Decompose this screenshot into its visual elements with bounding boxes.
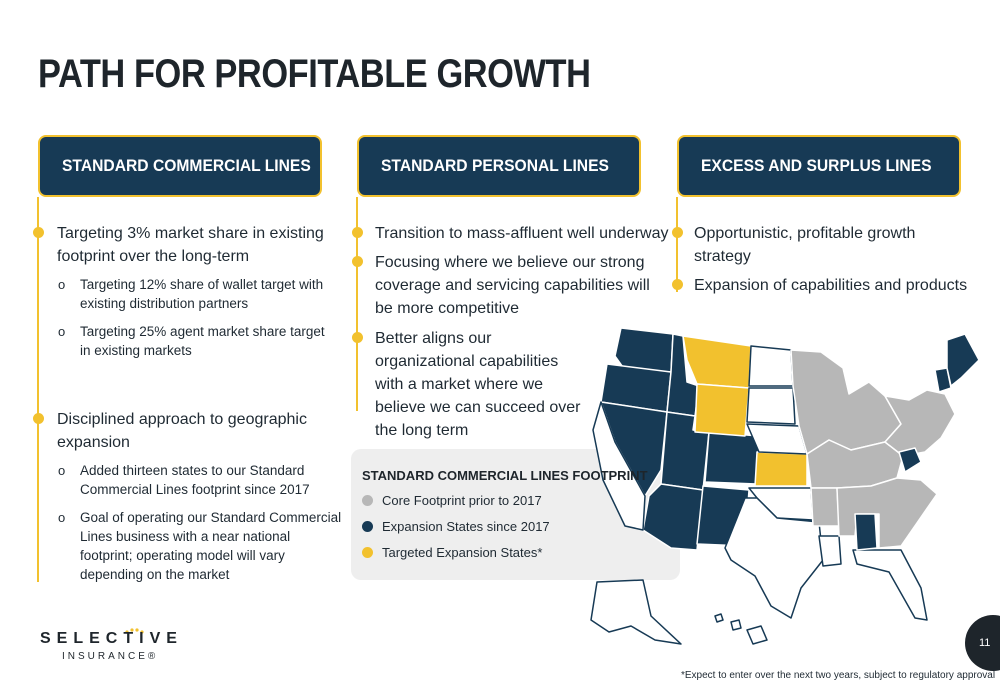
map-region-alabama	[854, 513, 878, 551]
column-divider	[676, 197, 678, 292]
map-region-california	[592, 401, 646, 531]
map-region-core-midwest	[790, 349, 902, 455]
legend-item-targeted: Targeted Expansion States*	[362, 545, 542, 560]
bullet-dot	[352, 256, 363, 267]
map-region-wyoming	[694, 383, 750, 437]
sub-bullet-text: Goal of operating our Standard Commercia…	[80, 510, 342, 582]
header-standard-personal-lines: STANDARD PERSONAL LINES	[357, 135, 641, 197]
us-footprint-map	[590, 327, 980, 645]
sub-bullet-marker: o	[58, 510, 66, 525]
header-label: STANDARD PERSONAL LINES	[381, 156, 609, 175]
bullet-text: Opportunistic, profitable growth strateg…	[694, 225, 916, 265]
bullet-dot	[33, 413, 44, 424]
legend-label: Targeted Expansion States*	[382, 545, 543, 560]
bullet-text: Expansion of capabilities and products	[694, 277, 968, 294]
logo-dots-icon	[124, 622, 144, 640]
map-region-core-southeast	[836, 477, 938, 549]
map-region-west-virginia	[898, 447, 922, 473]
map-region-alaska	[590, 579, 682, 645]
legend-swatch-gray	[362, 495, 373, 506]
bullet-dot	[352, 332, 363, 343]
map-region-arizona	[642, 483, 704, 551]
page-number: 11	[979, 637, 991, 649]
column-divider	[37, 197, 39, 582]
map-region-colorado	[704, 431, 760, 485]
legend-swatch-navy	[362, 521, 373, 532]
logo-wordmark: SELECTIVE	[40, 630, 183, 647]
bullet-dot	[352, 227, 363, 238]
map-region-hawaii	[714, 613, 768, 645]
bullet-dot	[672, 227, 683, 238]
sub-bullet-marker: o	[58, 324, 66, 339]
sub-bullet-text: Targeting 25% agent market share target …	[80, 324, 325, 358]
column-divider	[356, 197, 358, 411]
sub-bullet-marker: o	[58, 463, 66, 478]
map-region-louisiana	[818, 535, 842, 567]
bullet-text: Better aligns our organizational capabil…	[375, 330, 581, 439]
map-region-montana	[682, 335, 752, 389]
map-region-texas	[724, 497, 824, 619]
map-region-maine	[946, 333, 980, 387]
page-title: PATH FOR PROFITABLE GROWTH	[38, 52, 591, 96]
map-region-north-dakota	[748, 345, 794, 387]
header-label: STANDARD COMMERCIAL LINES	[62, 156, 311, 175]
legend-swatch-yellow	[362, 547, 373, 558]
legend-item-core: Core Footprint prior to 2017	[362, 493, 542, 508]
bullet-text: Disciplined approach to geographic expan…	[57, 411, 307, 451]
legend-title: STANDARD COMMERCIAL LINES FOOTPRINT	[362, 468, 648, 483]
sub-bullet-text: Added thirteen states to our Standard Co…	[80, 463, 310, 497]
bullet-text: Transition to mass-affluent well underwa…	[375, 225, 669, 242]
bullet-text: Focusing where we believe our strong cov…	[375, 254, 650, 317]
footnote: *Expect to enter over the next two years…	[681, 670, 996, 681]
map-region-core-east	[884, 389, 956, 457]
map-region-south-dakota	[746, 387, 796, 425]
header-standard-commercial-lines: STANDARD COMMERCIAL LINES	[38, 135, 322, 197]
map-region-new-hampshire-vermont	[934, 367, 952, 393]
legend-item-expansion: Expansion States since 2017	[362, 519, 550, 534]
legend-label: Core Footprint prior to 2017	[382, 493, 542, 508]
bullet-dot	[33, 227, 44, 238]
legend-label: Expansion States since 2017	[382, 519, 550, 534]
logo-subtext: INSURANCE®	[62, 651, 159, 662]
map-region-florida	[852, 549, 928, 621]
sub-bullet-text: Targeting 12% share of wallet target wit…	[80, 277, 324, 311]
map-region-kansas	[754, 451, 808, 487]
sub-bullet-marker: o	[58, 277, 66, 292]
bullet-dot	[672, 279, 683, 290]
header-excess-and-surplus-lines: EXCESS AND SURPLUS LINES	[677, 135, 961, 197]
bullet-text: Targeting 3% market share in existing fo…	[57, 225, 324, 265]
map-region-core-arkansas	[810, 487, 840, 527]
header-label: EXCESS AND SURPLUS LINES	[701, 156, 932, 175]
